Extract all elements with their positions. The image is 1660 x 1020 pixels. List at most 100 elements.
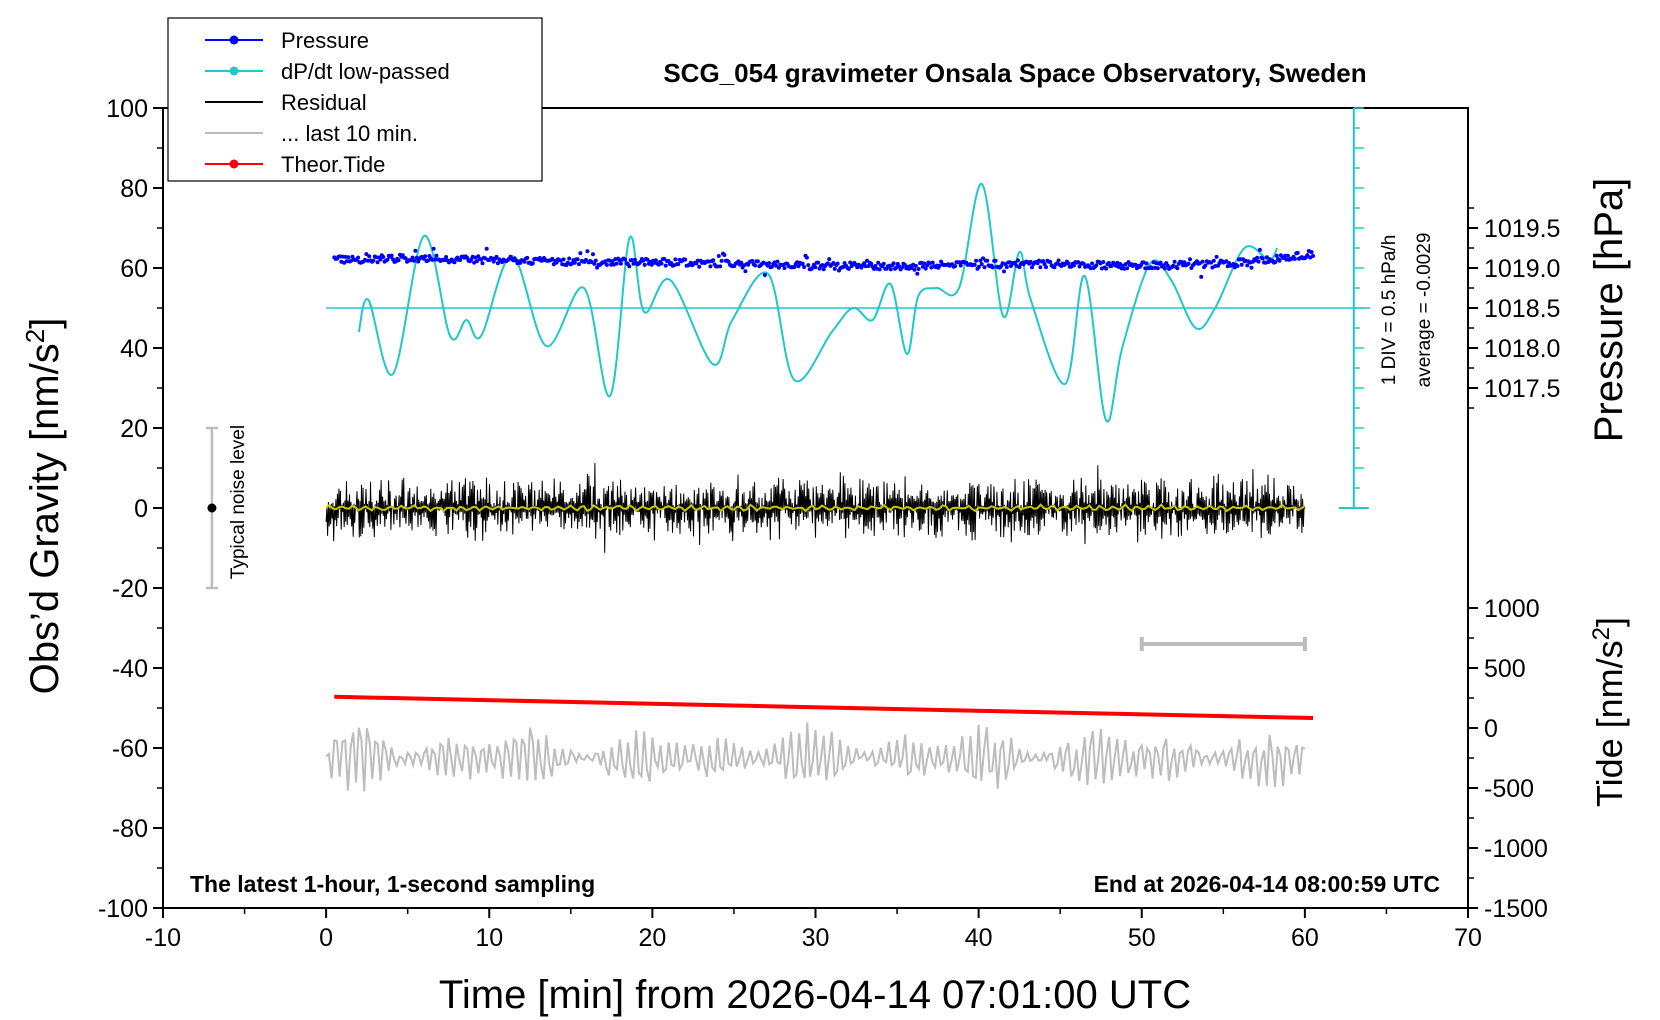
pressure-point — [881, 261, 886, 266]
pressure-point — [1179, 260, 1184, 265]
pressure-point — [1292, 256, 1297, 261]
pressure-point — [888, 267, 893, 272]
pressure-point — [381, 255, 386, 259]
pressure-point — [494, 254, 499, 259]
pressure-point — [530, 261, 535, 266]
pressure-point — [821, 267, 826, 272]
pressure-point — [804, 255, 809, 260]
pressure-point — [1123, 262, 1128, 267]
dpdt-line — [357, 182, 1279, 423]
pressure-point — [825, 261, 830, 266]
dpdt-scale-label: 1 DIV = 0.5 hPa/h — [1379, 235, 1400, 386]
pressure-point — [775, 259, 780, 264]
pressure-point — [1155, 266, 1160, 271]
pressure-point — [389, 253, 394, 258]
residual-smoothed-line — [325, 503, 1306, 513]
pressure-point — [722, 253, 727, 257]
pressure-point — [584, 257, 588, 262]
pressure-point — [1305, 253, 1310, 258]
pressure-point — [1260, 256, 1265, 261]
pressure-point — [981, 256, 986, 261]
pressure-point — [1017, 265, 1022, 270]
pressure-point — [776, 265, 781, 270]
pressure-point — [869, 261, 874, 266]
legend-label: ... last 10 min. — [281, 121, 418, 146]
pressure-point — [993, 258, 998, 263]
pressure-point — [614, 261, 619, 266]
pressure-point — [1203, 263, 1208, 268]
legend-marker — [229, 66, 239, 76]
legend-label: Residual — [281, 90, 367, 115]
pressure-point — [782, 266, 787, 270]
pressure-point — [767, 261, 772, 266]
tide-tick-label: 0 — [1484, 715, 1498, 743]
x-tick-label: 0 — [319, 924, 333, 952]
y-tick-label: -60 — [112, 735, 148, 763]
pressure-point — [645, 257, 650, 262]
pressure-tick-label: 1018.0 — [1484, 335, 1560, 363]
pressure-point — [522, 259, 527, 264]
pressure-point — [403, 256, 408, 261]
y-tick-label: -40 — [112, 655, 148, 683]
pressure-point — [985, 258, 990, 263]
pressure-point — [1028, 259, 1033, 264]
pressure-point — [1009, 264, 1013, 268]
pressure-point — [1311, 254, 1315, 258]
noise-bar-center — [207, 503, 217, 513]
pressure-point — [396, 258, 401, 263]
pressure-point — [726, 259, 731, 264]
legend: Pressure dP/dt low-passed Residual ... last… — [167, 17, 543, 182]
y-axis-title-tide-end: ] — [1589, 617, 1630, 627]
pressure-point — [792, 265, 797, 270]
pressure-point — [958, 263, 963, 268]
pressure-point — [364, 252, 369, 257]
pressure-point — [1144, 261, 1149, 266]
pressure-point — [743, 269, 748, 274]
legend-label: dP/dt low-passed — [281, 59, 450, 84]
pressure-point — [1295, 250, 1300, 255]
y-tick-label: 80 — [120, 175, 148, 203]
pressure-point — [1249, 265, 1254, 270]
pressure-point — [1162, 266, 1167, 271]
pressure-point — [1088, 266, 1093, 271]
y-tick-label: 20 — [120, 415, 148, 443]
pressure-point — [683, 257, 688, 262]
pressure-point — [813, 265, 818, 270]
pressure-point — [623, 257, 628, 262]
chart-title: SCG_054 gravimeter Onsala Space Observat… — [663, 58, 1366, 88]
pressure-point — [978, 258, 983, 263]
x-tick-label: 70 — [1454, 924, 1482, 952]
pressure-point — [979, 262, 984, 267]
pressure-point — [676, 262, 681, 267]
pressure-point — [567, 256, 572, 261]
pressure-point — [1264, 255, 1269, 260]
pressure-point — [578, 251, 583, 256]
pressure-point — [604, 262, 609, 267]
pressure-point — [711, 258, 716, 263]
pressure-point — [912, 267, 917, 272]
pressure-point — [1106, 261, 1111, 265]
pressure-point — [827, 257, 832, 262]
pressure-point — [444, 255, 449, 259]
pressure-point — [739, 260, 744, 265]
pressure-point — [371, 258, 376, 263]
pressure-point — [1285, 253, 1290, 258]
y-axis-title-tide: Tide [nm/s2] — [1588, 617, 1630, 807]
pressure-point — [916, 267, 921, 271]
pressure-point — [930, 260, 935, 265]
pressure-point — [715, 264, 720, 269]
pressure-point — [412, 258, 416, 263]
pressure-point — [1161, 263, 1166, 268]
pressure-point — [413, 248, 418, 253]
pressure-point — [1158, 260, 1163, 265]
pressure-point — [1002, 269, 1006, 274]
x-tick-label: 40 — [965, 924, 993, 952]
pressure-point — [816, 260, 821, 265]
pressure-point — [1188, 257, 1192, 262]
pressure-point — [835, 261, 840, 266]
pressure-point — [1056, 258, 1061, 263]
pressure-point — [1182, 260, 1187, 265]
noise-level-label: Typical noise level — [228, 425, 249, 579]
pressure-tick-label: 1017.5 — [1484, 375, 1560, 403]
pressure-point — [953, 264, 958, 269]
